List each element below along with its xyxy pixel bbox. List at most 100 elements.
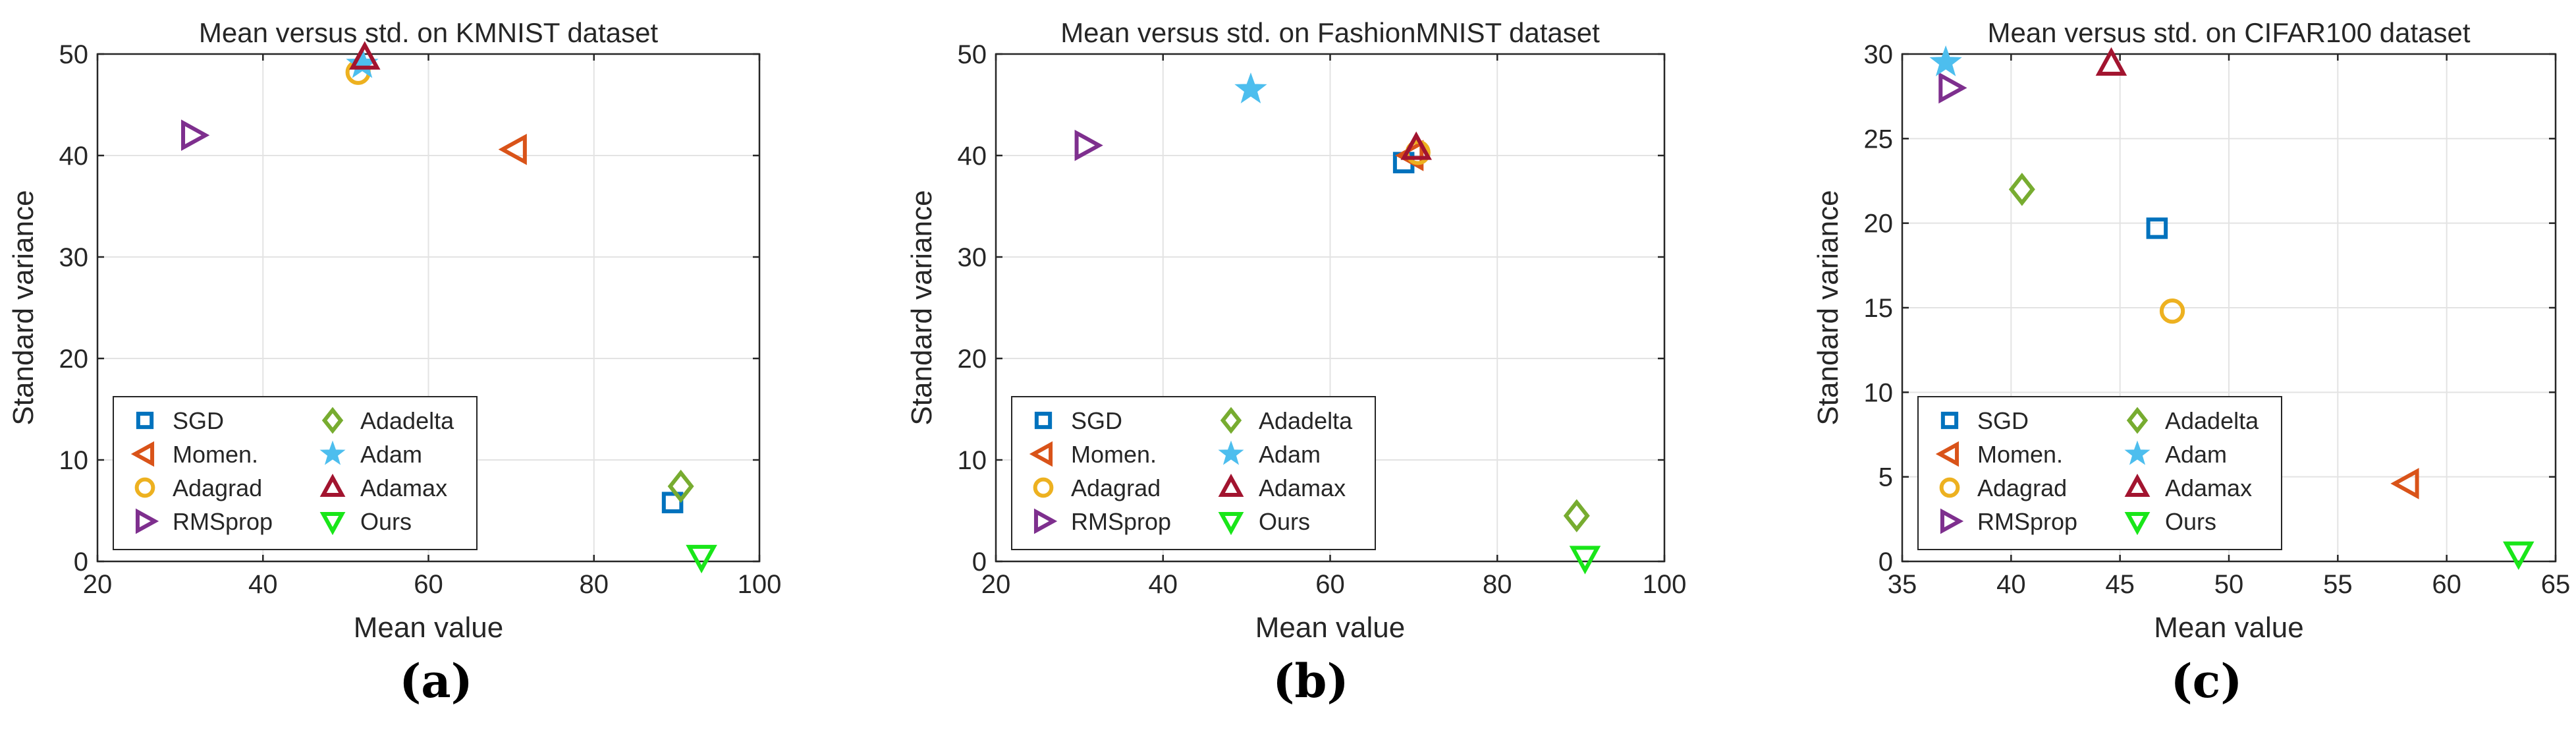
legend-marker-adam — [2124, 440, 2151, 465]
data-point-adamax — [2095, 47, 2127, 76]
legend-marker-momen — [130, 441, 155, 467]
y-tick-label: 20 — [59, 345, 89, 374]
y-tick-label: 10 — [1864, 378, 1894, 407]
data-point-adamax — [1400, 131, 1432, 160]
data-point-adadelta — [667, 469, 694, 503]
legend-label: Adagrad — [1071, 474, 1161, 501]
chart-panel-1: 20 40 60 80 100 0 10 20 30 40 50 Mean versus std. o… — [7, 17, 781, 708]
y-tick-label: 0 — [74, 548, 88, 577]
legend-marker-adadelta — [321, 407, 344, 434]
y-tick-label: 15 — [1864, 294, 1894, 323]
x-tick-label: 40 — [248, 570, 278, 599]
subfigure-label: (a) — [399, 654, 473, 708]
legend-label: RMSprop — [1977, 508, 2077, 535]
legend-marker-sgd — [136, 411, 154, 430]
y-axis-label: Standard variance — [1812, 190, 1844, 425]
legend-label: Adadelta — [1259, 407, 1353, 434]
legend-label: SGD — [1977, 407, 2029, 434]
x-tick-label: 35 — [1888, 570, 1917, 599]
legend-label: Momen. — [1071, 441, 1157, 468]
legend-label: Adam — [2165, 441, 2227, 468]
chart-title: Mean versus std. on KMNIST dataset — [199, 17, 659, 48]
legend-label: Adadelta — [2165, 407, 2259, 434]
y-tick-label: 30 — [958, 243, 987, 272]
y-tick-label: 5 — [1878, 463, 1893, 492]
data-point-rmsprop — [1938, 72, 1967, 104]
legend-box — [1011, 396, 1376, 550]
y-tick-label: 30 — [1864, 40, 1894, 69]
data-point-momen — [2390, 468, 2419, 499]
x-tick-label: 20 — [83, 570, 113, 599]
data-point-adadelta — [1563, 499, 1590, 532]
y-tick-label: 0 — [972, 548, 987, 577]
legend-marker-adamax — [2124, 473, 2151, 497]
chart-title: Mean versus std. on CIFAR100 dataset — [1987, 17, 2470, 48]
data-point-rmsprop — [1074, 129, 1103, 161]
x-tick-label: 45 — [2105, 570, 2135, 599]
x-tick-label: 60 — [1315, 570, 1345, 599]
x-tick-label: 80 — [1483, 570, 1512, 599]
x-axis-label: Mean value — [354, 611, 503, 644]
legend-marker-sgd — [1034, 411, 1053, 430]
legend-marker-ours — [319, 511, 346, 536]
legend-label: Adagrad — [173, 474, 262, 501]
legend: SGD Momen. Adagrad RMSprop Adadelta Adam Adama… — [1011, 396, 1376, 550]
legend: SGD Momen. Adagrad RMSprop Adadelta Adam Adama… — [113, 396, 478, 550]
legend-marker-adagrad — [1033, 477, 1054, 498]
legend-label: RMSprop — [173, 508, 273, 535]
legend-label: Adamax — [1259, 474, 1346, 501]
data-point-ours — [1569, 546, 1601, 575]
legend-marker-adam — [1218, 440, 1244, 465]
legend-marker-sgd — [1940, 411, 1959, 430]
y-tick-label: 10 — [59, 446, 89, 475]
data-point-adam — [1929, 45, 1962, 76]
legend-marker-momen — [1029, 441, 1053, 467]
y-tick-label: 50 — [59, 40, 89, 69]
legend-label: Adam — [360, 441, 422, 468]
data-point-sgd — [2146, 217, 2168, 239]
legend-marker-rmsprop — [1033, 508, 1058, 534]
legend-label: Momen. — [173, 441, 258, 468]
legend-label: Adam — [1259, 441, 1321, 468]
legend-marker-rmsprop — [1940, 508, 1964, 534]
legend: SGD Momen. Adagrad RMSprop Adadelta Adam Adama… — [1917, 396, 2282, 550]
x-tick-label: 55 — [2323, 570, 2353, 599]
x-tick-label: 60 — [2432, 570, 2461, 599]
legend-marker-ours — [2124, 511, 2151, 536]
legend-label: Momen. — [1977, 441, 2063, 468]
chart-panel-2: 20 40 60 80 100 0 10 20 30 40 50 Mean versus std. o… — [906, 17, 1686, 708]
legend-marker-momen — [1935, 441, 1959, 467]
legend-label: RMSprop — [1071, 508, 1171, 535]
y-tick-label: 25 — [1864, 125, 1894, 154]
data-point-ours — [686, 544, 717, 574]
legend-label: SGD — [1071, 407, 1122, 434]
data-point-adamax — [348, 41, 381, 70]
y-axis-label: Standard variance — [7, 190, 40, 425]
data-point-rmsprop — [181, 119, 210, 151]
legend-label: SGD — [173, 407, 224, 434]
legend-marker-adagrad — [134, 477, 155, 498]
legend-marker-adam — [319, 440, 346, 465]
legend-label: Adadelta — [360, 407, 454, 434]
legend-label: Adamax — [360, 474, 447, 501]
x-tick-label: 20 — [981, 570, 1011, 599]
x-axis-label: Mean value — [1255, 611, 1405, 644]
legend-marker-adadelta — [2126, 407, 2149, 434]
data-point-adadelta — [2008, 173, 2035, 206]
y-tick-label: 10 — [958, 446, 987, 475]
x-tick-label: 60 — [414, 570, 443, 599]
x-tick-label: 100 — [1643, 570, 1687, 599]
y-axis-label: Standard variance — [906, 190, 938, 425]
legend-label: Ours — [360, 508, 412, 535]
data-point-sgd — [661, 492, 684, 513]
chart-panel-3: 35 40 45 50 55 60 65 0 5 10 15 20 25 30 Mean versus st… — [1812, 17, 2570, 708]
data-point-adagrad — [2159, 298, 2185, 324]
legend-label: Ours — [1259, 508, 1310, 535]
subfigure-label: (b) — [1273, 654, 1348, 708]
subfigure-label: (c) — [2171, 654, 2243, 708]
y-tick-label: 30 — [59, 243, 89, 272]
y-tick-label: 20 — [958, 345, 987, 374]
y-tick-label: 0 — [1878, 548, 1893, 577]
x-tick-label: 80 — [580, 570, 609, 599]
